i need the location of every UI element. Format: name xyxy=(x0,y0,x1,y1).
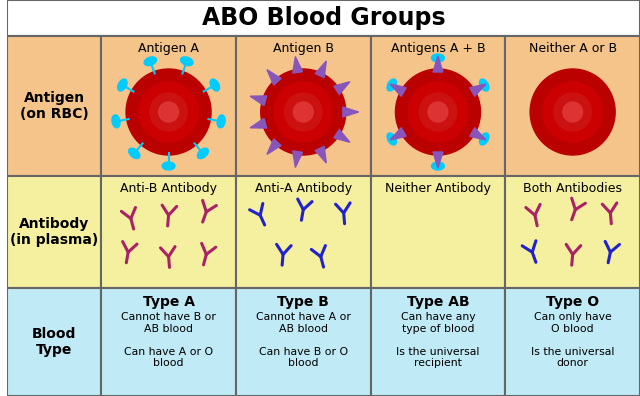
Text: Neither Antibody: Neither Antibody xyxy=(385,181,491,194)
Circle shape xyxy=(530,69,615,155)
Text: Neither A or B: Neither A or B xyxy=(529,42,617,55)
Circle shape xyxy=(293,102,313,122)
Bar xyxy=(371,36,506,176)
Circle shape xyxy=(563,102,582,122)
Bar xyxy=(101,288,236,396)
Text: Antibody
(in plasma): Antibody (in plasma) xyxy=(10,217,99,247)
Bar xyxy=(7,288,101,396)
Text: Blood
Type: Blood Type xyxy=(32,327,76,357)
Text: Can only have
O blood

Is the universal
donor: Can only have O blood Is the universal d… xyxy=(531,312,614,368)
Text: Antigen
(on RBC): Antigen (on RBC) xyxy=(20,91,89,121)
Bar xyxy=(506,288,640,396)
Bar xyxy=(7,36,101,176)
Circle shape xyxy=(396,69,481,155)
Text: Type B: Type B xyxy=(277,295,329,309)
Text: Can have any
type of blood

Is the universal
recipient: Can have any type of blood Is the univer… xyxy=(396,312,479,368)
Circle shape xyxy=(260,69,346,155)
Polygon shape xyxy=(433,152,443,168)
Polygon shape xyxy=(250,118,267,128)
Ellipse shape xyxy=(431,162,444,170)
Text: Antigens A + B: Antigens A + B xyxy=(390,42,485,55)
Bar xyxy=(7,176,101,288)
Polygon shape xyxy=(250,96,267,105)
Ellipse shape xyxy=(479,133,489,145)
Polygon shape xyxy=(292,57,303,73)
Polygon shape xyxy=(315,146,326,163)
Text: Cannot have B or
AB blood

Can have A or O
blood: Cannot have B or AB blood Can have A or … xyxy=(121,312,216,368)
Circle shape xyxy=(139,82,198,142)
Polygon shape xyxy=(334,129,350,142)
Bar xyxy=(506,176,640,288)
Polygon shape xyxy=(267,139,281,154)
Bar xyxy=(236,288,371,396)
Ellipse shape xyxy=(479,79,489,91)
Ellipse shape xyxy=(118,79,127,91)
Ellipse shape xyxy=(197,148,209,158)
Ellipse shape xyxy=(431,54,444,62)
Bar xyxy=(236,176,371,288)
Circle shape xyxy=(274,82,333,142)
Bar xyxy=(506,36,640,176)
Polygon shape xyxy=(433,56,443,72)
Circle shape xyxy=(428,102,448,122)
Polygon shape xyxy=(343,107,358,117)
Polygon shape xyxy=(470,128,486,140)
Text: Type AB: Type AB xyxy=(406,295,469,309)
Text: Cannot have A or
AB blood

Can have B or O
blood: Cannot have A or AB blood Can have B or … xyxy=(256,312,351,368)
Bar xyxy=(7,0,640,36)
Circle shape xyxy=(285,93,322,131)
Bar xyxy=(101,36,236,176)
Ellipse shape xyxy=(210,79,220,91)
Text: ABO Blood Groups: ABO Blood Groups xyxy=(202,6,445,30)
Ellipse shape xyxy=(162,162,175,170)
Bar xyxy=(371,176,506,288)
Ellipse shape xyxy=(129,148,140,158)
Text: Anti-A Antibody: Anti-A Antibody xyxy=(255,181,352,194)
Polygon shape xyxy=(315,61,326,78)
Circle shape xyxy=(554,93,591,131)
Circle shape xyxy=(126,69,211,155)
Circle shape xyxy=(150,93,188,131)
Polygon shape xyxy=(334,82,350,95)
Ellipse shape xyxy=(144,57,157,66)
Text: Both Antibodies: Both Antibodies xyxy=(523,181,622,194)
Bar xyxy=(101,176,236,288)
Circle shape xyxy=(543,82,602,142)
Ellipse shape xyxy=(112,115,120,128)
Circle shape xyxy=(419,93,457,131)
Polygon shape xyxy=(470,84,486,96)
Text: Antigen B: Antigen B xyxy=(273,42,334,55)
Text: Type A: Type A xyxy=(143,295,195,309)
Polygon shape xyxy=(267,70,281,85)
Ellipse shape xyxy=(387,133,396,145)
Text: Anti-B Antibody: Anti-B Antibody xyxy=(120,181,217,194)
Ellipse shape xyxy=(387,79,396,91)
Text: Antigen A: Antigen A xyxy=(138,42,199,55)
Ellipse shape xyxy=(180,57,193,66)
Ellipse shape xyxy=(217,115,225,128)
Bar xyxy=(371,288,506,396)
Polygon shape xyxy=(292,151,303,168)
Text: Type O: Type O xyxy=(546,295,599,309)
Polygon shape xyxy=(390,84,406,96)
Circle shape xyxy=(408,82,468,142)
Bar xyxy=(236,36,371,176)
Polygon shape xyxy=(390,128,406,140)
Circle shape xyxy=(159,102,179,122)
